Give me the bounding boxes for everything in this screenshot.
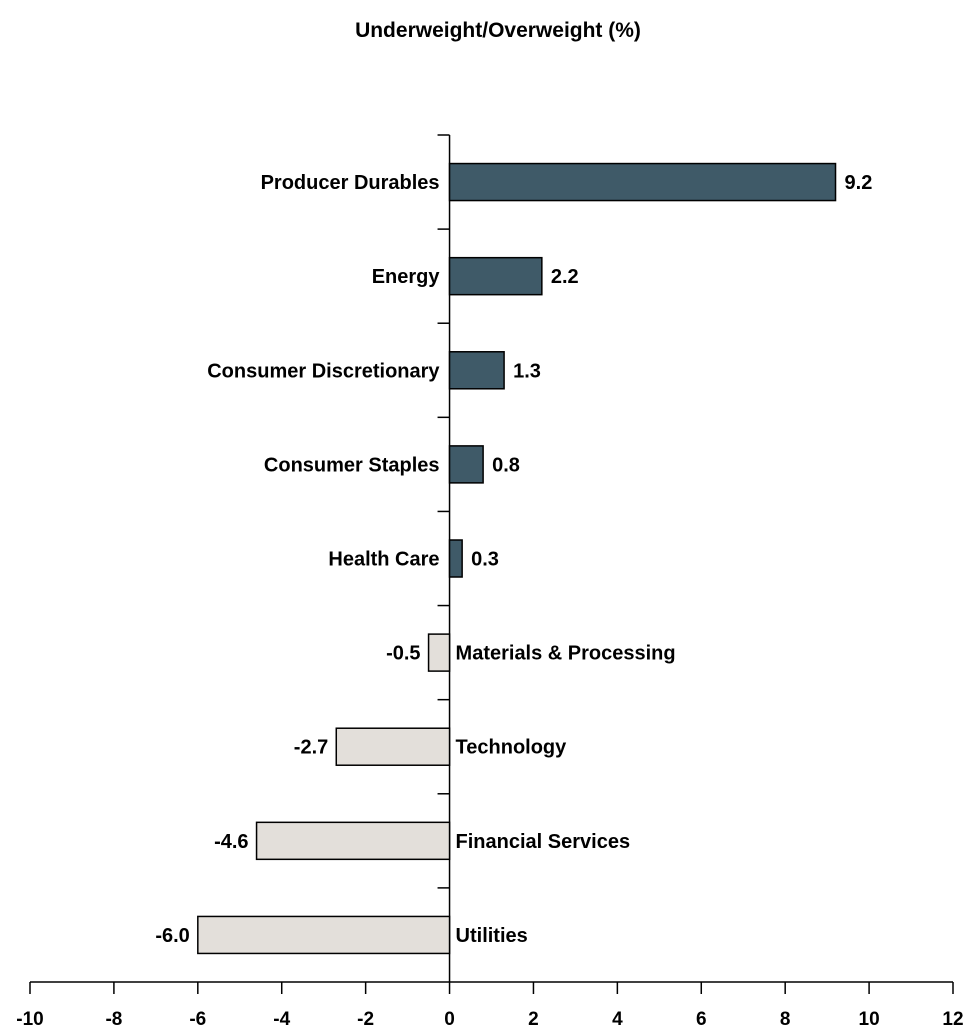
- bar: [448, 256, 543, 296]
- x-tick-label: 4: [612, 1009, 623, 1030]
- bar: [335, 727, 451, 766]
- data-label: 9.2: [845, 172, 873, 194]
- category-label: Technology: [456, 737, 568, 759]
- x-tick-label: 10: [859, 1009, 880, 1030]
- x-tick-label: -8: [105, 1009, 122, 1030]
- data-label: 0.3: [471, 549, 499, 571]
- bar: [255, 821, 451, 861]
- bar: [197, 915, 451, 955]
- bar: [448, 351, 505, 390]
- bars: [197, 162, 837, 955]
- category-label: Energy: [372, 266, 441, 288]
- category-label: Producer Durables: [261, 172, 440, 194]
- x-tick-label: 0: [444, 1009, 455, 1030]
- data-label: -2.7: [294, 737, 328, 759]
- x-tick-label: 6: [696, 1009, 707, 1030]
- x-tick-label: -2: [357, 1009, 374, 1030]
- data-label: 0.8: [492, 454, 520, 476]
- x-tick-label: -10: [16, 1009, 43, 1030]
- x-tick-label: -4: [273, 1009, 290, 1030]
- data-label: 1.3: [513, 360, 541, 382]
- data-label: 2.2: [551, 266, 579, 288]
- data-label: -0.5: [386, 643, 420, 665]
- bar: [448, 162, 837, 202]
- category-label: Utilities: [456, 925, 528, 947]
- x-tick-label: 2: [528, 1009, 539, 1030]
- bar: [448, 445, 484, 484]
- category-label: Health Care: [328, 549, 439, 571]
- category-label: Materials & Processing: [456, 643, 676, 665]
- data-label: -4.6: [214, 831, 248, 853]
- data-label: -6.0: [155, 925, 189, 947]
- category-label: Financial Services: [456, 831, 631, 853]
- bar: [448, 539, 463, 578]
- category-label: Consumer Staples: [264, 454, 440, 476]
- x-tick-label: 8: [780, 1009, 791, 1030]
- x-tick-label: 12: [942, 1009, 963, 1030]
- bar: [427, 633, 451, 672]
- x-tick-label: -6: [189, 1009, 206, 1030]
- chart-title: Underweight/Overweight (%): [355, 19, 641, 42]
- category-label: Consumer Discretionary: [207, 360, 440, 382]
- labels: Producer Durables 9.2 Energy 2.2 Consumer Di…: [155, 172, 872, 947]
